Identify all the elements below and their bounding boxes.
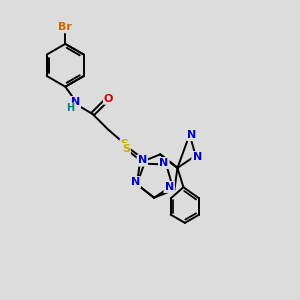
- Text: H: H: [66, 103, 74, 113]
- Text: N: N: [159, 158, 169, 168]
- Text: N: N: [138, 155, 147, 166]
- Text: S: S: [122, 144, 130, 154]
- Text: N: N: [131, 177, 140, 187]
- Text: N: N: [165, 182, 174, 192]
- Text: Br: Br: [58, 22, 72, 32]
- Text: N: N: [188, 130, 196, 140]
- Text: N: N: [188, 130, 196, 140]
- Text: N: N: [71, 97, 80, 107]
- Text: H: H: [66, 103, 74, 113]
- Text: O: O: [104, 94, 113, 103]
- Text: N: N: [138, 155, 147, 166]
- Text: N: N: [159, 158, 169, 168]
- Text: N: N: [71, 97, 80, 107]
- Text: Br: Br: [58, 22, 72, 32]
- Text: S: S: [120, 140, 128, 149]
- Text: O: O: [104, 94, 113, 103]
- Text: N: N: [165, 182, 174, 192]
- Text: N: N: [193, 152, 202, 162]
- Text: N: N: [193, 152, 202, 162]
- Text: N: N: [131, 177, 140, 187]
